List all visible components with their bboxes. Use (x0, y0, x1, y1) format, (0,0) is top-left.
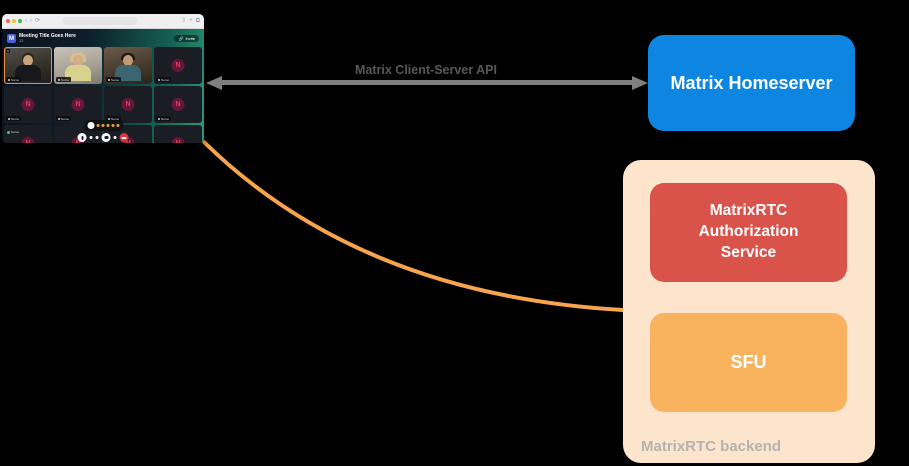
avatar-circle: N (171, 136, 185, 143)
participant-avatar-tile[interactable]: N Name (104, 86, 152, 123)
participant-count: 12 (19, 38, 24, 44)
avatar-circle: N (21, 136, 35, 143)
authorization-service-label: MatrixRTC Authorization Service (698, 202, 799, 261)
invite-icon: 🔗 (178, 36, 184, 41)
matrix-homeserver-box: Matrix Homeserver (648, 35, 855, 131)
authorization-service-box: MatrixRTC Authorization Service (650, 183, 847, 282)
invite-button[interactable]: 🔗 Invite (174, 35, 199, 42)
reaction-icon[interactable] (106, 124, 109, 127)
avatar-circle: N (121, 97, 135, 111)
avatar-circle: N (21, 97, 35, 111)
mic-icon (58, 117, 60, 120)
share-icon[interactable]: ⇧ (181, 18, 187, 24)
video-tile-grid: 1 Name Name Name N Name (4, 47, 202, 143)
mic-icon (81, 135, 83, 140)
more-options-button[interactable] (113, 136, 117, 139)
mic-icon (158, 78, 160, 81)
camera-button[interactable] (101, 133, 111, 142)
forward-icon[interactable]: › (30, 18, 32, 24)
participant-avatar-tile[interactable]: N Name (4, 86, 52, 123)
room-title: Meeting Title Goes Here (19, 32, 76, 39)
sfu-label: SFU (730, 352, 767, 372)
avatar-circle: N (121, 136, 135, 143)
participant-video-tile[interactable]: Name (54, 47, 102, 84)
participant-video-tile[interactable]: 1 Name (4, 47, 52, 84)
reaction-icon[interactable] (116, 124, 119, 127)
call-buttons-row (77, 133, 129, 142)
hangup-icon (121, 136, 127, 139)
reaction-icon[interactable] (101, 124, 104, 127)
reaction-icon[interactable] (111, 124, 114, 127)
arrowhead-right-icon (632, 76, 648, 90)
matrixrtc-backend-label: MatrixRTC backend (641, 438, 782, 455)
camera-icon (104, 136, 108, 139)
room-avatar: M (7, 34, 16, 43)
window-controls (6, 19, 22, 23)
minimize-window-button[interactable] (12, 19, 16, 23)
sfu-box: SFU (650, 313, 847, 412)
participant-avatar-tile[interactable]: N Name (54, 86, 102, 123)
avatar-circle: N (171, 58, 185, 72)
back-icon[interactable]: ‹ (25, 18, 27, 24)
new-tab-icon[interactable]: + (189, 18, 193, 24)
invite-label: Invite (185, 36, 195, 41)
name-pill: Name (56, 77, 72, 82)
name-pill: Name (6, 77, 22, 82)
address-bar[interactable] (63, 17, 138, 25)
name-pill: Name (56, 116, 72, 121)
mic-icon (158, 117, 160, 120)
mic-icon (8, 78, 10, 81)
online-dot-icon (7, 130, 10, 134)
call-controls (77, 120, 129, 142)
name-pill: Name (106, 77, 122, 82)
reactions-bar (83, 120, 123, 131)
client-server-api-label: Matrix Client-Server API (355, 63, 497, 77)
hangup-button[interactable] (119, 133, 129, 142)
participant-avatar-tile[interactable]: N Name (154, 47, 202, 84)
room-info: Meeting Title Goes Here 12 (19, 32, 76, 44)
raise-hand-button[interactable] (87, 122, 94, 129)
browser-toolbar-icons: ⇧ + ⧉ (181, 18, 200, 24)
settings-button[interactable] (95, 136, 99, 139)
browser-chrome: ‹ › ⟳ ⇧ + ⧉ (2, 14, 204, 29)
screenshare-button[interactable] (89, 136, 93, 139)
speaker-badge: 1 (6, 49, 10, 53)
matrixrtc-backend-container: MatrixRTC Authorization Service SFU Matr… (623, 160, 875, 463)
participant-avatar-tile[interactable]: N (154, 125, 202, 143)
tabs-icon[interactable]: ⧉ (195, 18, 200, 24)
participant-avatar-tile[interactable]: N Name (154, 86, 202, 123)
call-app: M Meeting Title Goes Here 12 🔗 Invite 1 (2, 29, 204, 143)
refresh-icon[interactable]: ⟳ (35, 18, 41, 24)
call-header: M Meeting Title Goes Here 12 🔗 Invite (2, 29, 204, 47)
mic-icon (8, 117, 10, 120)
name-pill: Name (6, 116, 22, 121)
name-pill: Name (156, 77, 172, 82)
avatar-circle: N (171, 97, 185, 111)
avatar-circle: N (71, 97, 85, 111)
presence-indicator: Name (7, 130, 19, 134)
mic-icon (108, 78, 110, 81)
participant-avatar-tile[interactable]: N (4, 125, 52, 143)
client-server-arrow (222, 80, 634, 85)
name-pill: Name (156, 116, 172, 121)
name-pill: Name (106, 116, 122, 121)
matrix-homeserver-label: Matrix Homeserver (670, 72, 833, 93)
connector-path (202, 140, 625, 312)
participant-video-tile[interactable]: Name (104, 47, 152, 84)
mic-icon (108, 117, 110, 120)
mic-icon (58, 78, 60, 81)
arrowhead-left-icon (206, 76, 222, 90)
close-window-button[interactable] (6, 19, 10, 23)
call-app-window: ‹ › ⟳ ⇧ + ⧉ M Meeting Title Goes Here 12… (2, 14, 204, 143)
zoom-window-button[interactable] (18, 19, 22, 23)
mic-button[interactable] (77, 133, 87, 142)
reaction-icon[interactable] (96, 124, 99, 127)
